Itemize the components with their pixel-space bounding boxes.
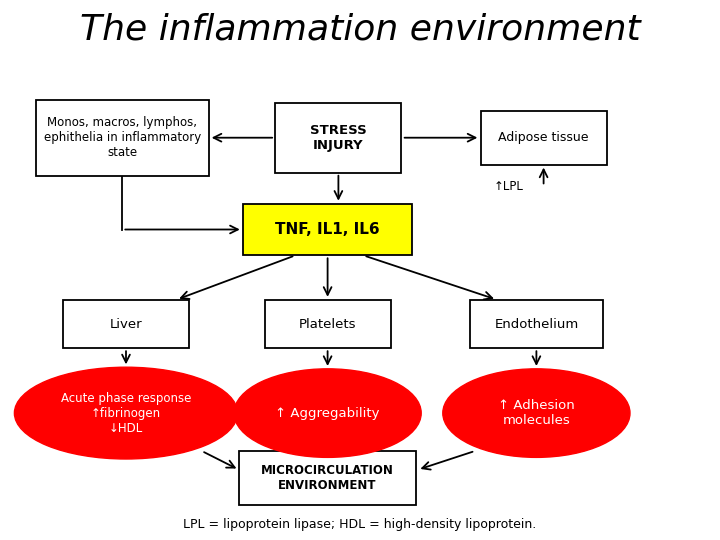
FancyBboxPatch shape bbox=[265, 300, 390, 348]
Text: Platelets: Platelets bbox=[299, 318, 356, 330]
Text: The inflammation environment: The inflammation environment bbox=[80, 13, 640, 46]
Text: Adipose tissue: Adipose tissue bbox=[498, 131, 589, 144]
Text: TNF, IL1, IL6: TNF, IL1, IL6 bbox=[275, 222, 380, 237]
FancyBboxPatch shape bbox=[469, 300, 603, 348]
Text: MICROCIRCULATION
ENVIRONMENT: MICROCIRCULATION ENVIRONMENT bbox=[261, 464, 394, 492]
FancyBboxPatch shape bbox=[275, 103, 401, 173]
Text: STRESS
INJURY: STRESS INJURY bbox=[310, 124, 366, 152]
Ellipse shape bbox=[14, 367, 238, 459]
Text: Monos, macros, lymphos,
ephithelia in inflammatory
state: Monos, macros, lymphos, ephithelia in in… bbox=[44, 116, 201, 159]
FancyBboxPatch shape bbox=[243, 204, 412, 255]
Text: Endothelium: Endothelium bbox=[494, 318, 579, 330]
Ellipse shape bbox=[234, 369, 421, 457]
Text: Acute phase response
↑fibrinogen
↓HDL: Acute phase response ↑fibrinogen ↓HDL bbox=[60, 392, 192, 435]
FancyBboxPatch shape bbox=[36, 100, 209, 176]
Text: Liver: Liver bbox=[109, 318, 143, 330]
Text: LPL = lipoprotein lipase; HDL = high-density lipoprotein.: LPL = lipoprotein lipase; HDL = high-den… bbox=[184, 518, 536, 531]
FancyBboxPatch shape bbox=[239, 451, 416, 505]
Ellipse shape bbox=[443, 369, 630, 457]
Text: ↑ Adhesion
molecules: ↑ Adhesion molecules bbox=[498, 399, 575, 427]
Text: ↑LPL: ↑LPL bbox=[493, 180, 523, 193]
Text: ↑ Aggregability: ↑ Aggregability bbox=[275, 407, 380, 420]
FancyBboxPatch shape bbox=[481, 111, 606, 165]
FancyBboxPatch shape bbox=[63, 300, 189, 348]
